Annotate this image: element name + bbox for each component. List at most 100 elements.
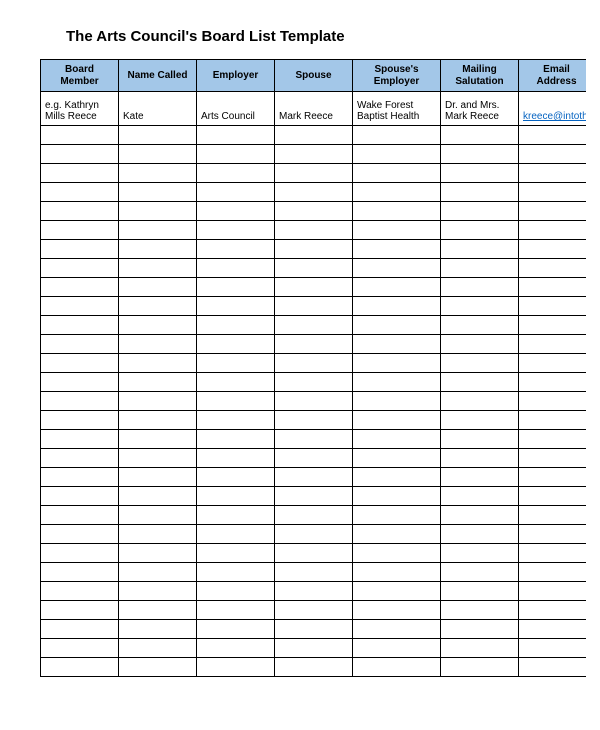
table-cell [119, 126, 197, 145]
table-cell [119, 506, 197, 525]
table-cell: Arts Council [197, 92, 275, 126]
column-header: Spouse's Employer [353, 60, 441, 92]
table-cell [353, 373, 441, 392]
table-cell [119, 620, 197, 639]
table-row [41, 411, 587, 430]
table-cell [441, 278, 519, 297]
table-cell: Dr. and Mrs. Mark Reece [441, 92, 519, 126]
table-row [41, 544, 587, 563]
table-cell [197, 297, 275, 316]
table-cell [41, 563, 119, 582]
table-cell [197, 354, 275, 373]
table-cell [275, 354, 353, 373]
table-cell [519, 449, 587, 468]
table-cell [519, 126, 587, 145]
table-cell [519, 544, 587, 563]
table-cell: kreece@intoth [519, 92, 587, 126]
table-cell [119, 183, 197, 202]
table-cell [275, 202, 353, 221]
table-cell [519, 335, 587, 354]
table-header-row: Board MemberName CalledEmployerSpouseSpo… [41, 60, 587, 92]
table-cell [441, 563, 519, 582]
table-cell [275, 620, 353, 639]
table-cell [353, 316, 441, 335]
table-cell [441, 373, 519, 392]
table-row [41, 259, 587, 278]
table-cell [353, 392, 441, 411]
table-row [41, 354, 587, 373]
table-row [41, 164, 587, 183]
table-cell [41, 164, 119, 183]
table-cell [197, 373, 275, 392]
table-cell [519, 278, 587, 297]
table-cell [519, 506, 587, 525]
table-cell [41, 506, 119, 525]
table-cell [441, 449, 519, 468]
table-cell [353, 506, 441, 525]
table-cell [41, 126, 119, 145]
table-cell [197, 335, 275, 354]
table-cell [197, 145, 275, 164]
table-cell [353, 221, 441, 240]
table-cell [197, 164, 275, 183]
table-cell [119, 468, 197, 487]
table-cell [197, 544, 275, 563]
table-cell [519, 620, 587, 639]
table-cell [41, 582, 119, 601]
table-cell [353, 354, 441, 373]
table-cell [197, 582, 275, 601]
table-cell [197, 506, 275, 525]
table-cell [119, 658, 197, 677]
table-cell [197, 487, 275, 506]
table-cell [119, 354, 197, 373]
table-cell [519, 145, 587, 164]
table-cell [519, 639, 587, 658]
table-cell [119, 411, 197, 430]
table-cell [353, 487, 441, 506]
table-cell [441, 544, 519, 563]
table-row [41, 278, 587, 297]
table-cell [119, 221, 197, 240]
table-cell [353, 658, 441, 677]
table-row [41, 449, 587, 468]
table-cell [275, 582, 353, 601]
table-cell [119, 430, 197, 449]
table-row [41, 639, 587, 658]
table-cell [275, 468, 353, 487]
table-row [41, 145, 587, 164]
table-cell [275, 126, 353, 145]
table-cell: Wake Forest Baptist Health [353, 92, 441, 126]
table-cell [519, 582, 587, 601]
table-cell [119, 278, 197, 297]
table-cell [441, 582, 519, 601]
table-cell [197, 278, 275, 297]
table-cell [519, 259, 587, 278]
table-cell [119, 145, 197, 164]
table-cell [519, 563, 587, 582]
table-cell [353, 183, 441, 202]
table-cell [41, 658, 119, 677]
table-cell [119, 487, 197, 506]
table-cell [119, 335, 197, 354]
email-link[interactable]: kreece@intoth [523, 111, 586, 122]
table-cell [353, 582, 441, 601]
table-cell [441, 411, 519, 430]
table-cell [275, 411, 353, 430]
table-cell [441, 354, 519, 373]
table-cell [119, 259, 197, 278]
table-cell [275, 544, 353, 563]
table-cell [353, 259, 441, 278]
table-row [41, 297, 587, 316]
table-cell: Kate [119, 92, 197, 126]
table-cell [197, 259, 275, 278]
table-cell [441, 316, 519, 335]
table-cell [41, 335, 119, 354]
table-cell [197, 525, 275, 544]
table-cell [119, 449, 197, 468]
table-cell [441, 145, 519, 164]
table-cell [353, 240, 441, 259]
table-cell [519, 202, 587, 221]
table-cell [197, 202, 275, 221]
table-cell [41, 183, 119, 202]
table-cell [441, 601, 519, 620]
